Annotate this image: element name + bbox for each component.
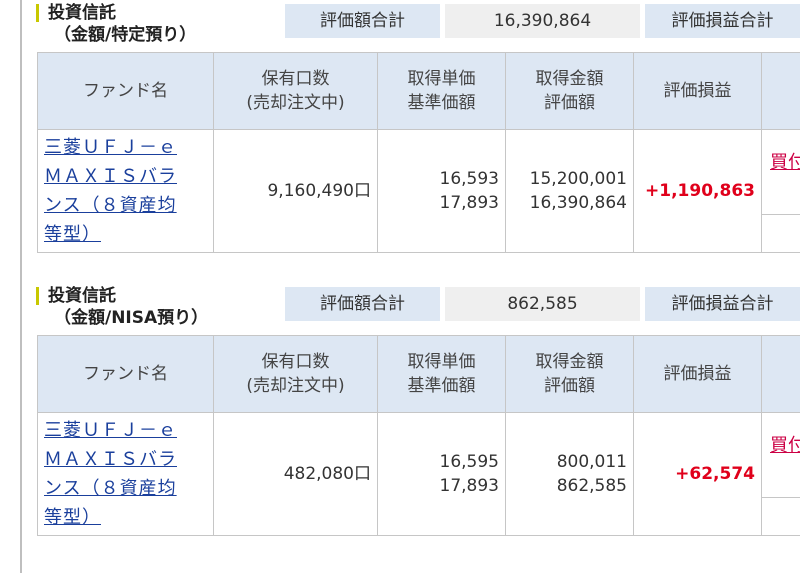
fund-table: ファンド名 保有口数 (売却注文中) 取得単価 基準価額 取得金額 評価額 評価損益 … bbox=[37, 52, 800, 253]
acq-unit-price: 16,595 bbox=[439, 452, 499, 472]
table-header-row: ファンド名 保有口数 (売却注文中) 取得単価 基準価額 取得金額 評価額 評価損益 bbox=[37, 52, 800, 130]
fund-name-link[interactable]: 三菱ＵＦＪ－ｅ ＭＡＸＩＳバラ ンス（８資産均 等型） bbox=[44, 137, 177, 245]
left-divider bbox=[20, 0, 22, 573]
amount-cell: 800,011 862,585 bbox=[505, 412, 634, 536]
col-holdings: 保有口数 (売却注文中) bbox=[213, 52, 378, 130]
amount-cell: 15,200,001 16,390,864 bbox=[505, 129, 634, 253]
unit-price-cell: 16,595 17,893 bbox=[377, 412, 506, 536]
buy-link[interactable]: 買付 bbox=[770, 152, 800, 173]
holdings-cell: 482,080口 bbox=[213, 412, 378, 536]
pl-cell: +1,190,863 bbox=[633, 129, 762, 253]
col-amount: 取得金額 評価額 bbox=[505, 52, 634, 130]
table-header-row: ファンド名 保有口数 (売却注文中) 取得単価 基準価額 取得金額 評価額 評価損益 bbox=[37, 335, 800, 413]
section-title: 投資信託 bbox=[48, 3, 116, 23]
cell-divider bbox=[762, 497, 800, 498]
action-cell: 買付 bbox=[761, 129, 800, 253]
fund-name-cell: 三菱ＵＦＪ－ｅ ＭＡＸＩＳバラ ンス（８資産均 等型） bbox=[37, 129, 214, 253]
table-row: 三菱ＵＦＪ－ｅ ＭＡＸＩＳバラ ンス（８資産均 等型） 9,160,490口 1… bbox=[37, 129, 800, 253]
col-pl: 評価損益 bbox=[633, 52, 762, 130]
unit-price-cell: 16,593 17,893 bbox=[377, 129, 506, 253]
section-accent-bar bbox=[36, 287, 39, 305]
pl-cell: +62,574 bbox=[633, 412, 762, 536]
action-cell: 買付 bbox=[761, 412, 800, 536]
section-accent-bar bbox=[36, 4, 39, 22]
pl-total-label: 評価損益合計 bbox=[645, 287, 800, 321]
acq-amount: 15,200,001 bbox=[529, 169, 627, 189]
acq-unit-price: 16,593 bbox=[439, 169, 499, 189]
buy-link[interactable]: 買付 bbox=[770, 435, 800, 456]
valuation-amount: 16,390,864 bbox=[529, 193, 627, 213]
pl-total-label: 評価損益合計 bbox=[645, 4, 800, 38]
base-price: 17,893 bbox=[439, 193, 499, 213]
col-action bbox=[761, 335, 800, 413]
col-fund-name: ファンド名 bbox=[37, 52, 214, 130]
section-subtitle: （金額/特定預り） bbox=[54, 25, 197, 45]
section-subtitle: （金額/NISA預り） bbox=[54, 308, 209, 328]
fund-name-link[interactable]: 三菱ＵＦＪ－ｅ ＭＡＸＩＳバラ ンス（８資産均 等型） bbox=[44, 420, 177, 528]
base-price: 17,893 bbox=[439, 476, 499, 496]
col-action bbox=[761, 52, 800, 130]
col-amount: 取得金額 評価額 bbox=[505, 335, 634, 413]
col-unit-price: 取得単価 基準価額 bbox=[377, 335, 506, 413]
valuation-total-label: 評価額合計 bbox=[285, 287, 440, 321]
cell-divider bbox=[762, 214, 800, 215]
fund-name-cell: 三菱ＵＦＪ－ｅ ＭＡＸＩＳバラ ンス（８資産均 等型） bbox=[37, 412, 214, 536]
col-fund-name: ファンド名 bbox=[37, 335, 214, 413]
section-title: 投資信託 bbox=[48, 286, 116, 306]
col-pl: 評価損益 bbox=[633, 335, 762, 413]
col-unit-price: 取得単価 基準価額 bbox=[377, 52, 506, 130]
valuation-total-label: 評価額合計 bbox=[285, 4, 440, 38]
holdings-cell: 9,160,490口 bbox=[213, 129, 378, 253]
col-holdings: 保有口数 (売却注文中) bbox=[213, 335, 378, 413]
acq-amount: 800,011 bbox=[556, 452, 627, 472]
valuation-total-value: 16,390,864 bbox=[445, 4, 640, 38]
valuation-total-value: 862,585 bbox=[445, 287, 640, 321]
valuation-amount: 862,585 bbox=[556, 476, 627, 496]
fund-table: ファンド名 保有口数 (売却注文中) 取得単価 基準価額 取得金額 評価額 評価損益 … bbox=[37, 335, 800, 536]
table-row: 三菱ＵＦＪ－ｅ ＭＡＸＩＳバラ ンス（８資産均 等型） 482,080口 16,… bbox=[37, 412, 800, 536]
